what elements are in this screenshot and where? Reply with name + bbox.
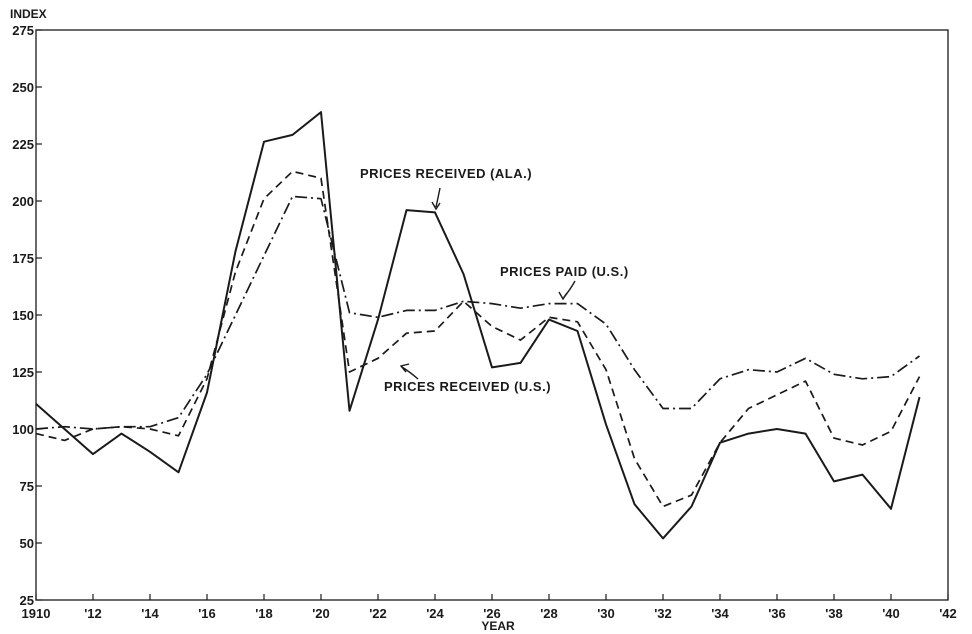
y-tick-label: 200 — [12, 194, 34, 209]
y-tick-label: 75 — [20, 479, 34, 494]
annotation-prices-received-ala: PRICES RECEIVED (ALA.) — [360, 166, 532, 181]
x-tick-label: '26 — [483, 606, 501, 621]
x-tick-label: '22 — [369, 606, 387, 621]
series-line-prices-paid-us — [36, 196, 920, 429]
x-tick-label: '34 — [711, 606, 729, 621]
y-tick-label: 250 — [12, 80, 34, 95]
y-tick-label: 125 — [12, 365, 34, 380]
x-tick-label: 1910 — [22, 606, 51, 621]
annotations: PRICES RECEIVED (ALA.) PRICES PAID (U.S.)… — [360, 166, 629, 394]
x-tick-label: '32 — [654, 606, 672, 621]
x-tick-label: '18 — [255, 606, 273, 621]
y-tick-label: 150 — [12, 308, 34, 323]
x-tick-label: '36 — [768, 606, 786, 621]
x-tick-label: '28 — [540, 606, 558, 621]
x-tick-label: '38 — [825, 606, 843, 621]
x-tick-label: '16 — [198, 606, 216, 621]
annotation-arrowhead — [559, 292, 567, 299]
y-tick-label: 100 — [12, 422, 34, 437]
x-tick-label: '40 — [882, 606, 900, 621]
y-tick-label: 50 — [20, 536, 34, 551]
y-tick-label: 275 — [12, 23, 34, 38]
x-tick-label: '12 — [84, 606, 102, 621]
y-axis-title: INDEX — [10, 7, 47, 21]
x-tick-label: '30 — [597, 606, 615, 621]
axis-ticks: 2550751001251501752002252502751910'12'14… — [12, 23, 956, 621]
series-line-prices-received-us — [36, 171, 920, 506]
annotation-prices-paid-us: PRICES PAID (U.S.) — [500, 264, 629, 279]
annotation-prices-received-us: PRICES RECEIVED (U.S.) — [384, 379, 551, 394]
x-tick-label: '14 — [141, 606, 159, 621]
y-tick-label: 225 — [12, 137, 34, 152]
x-axis-title: YEAR — [481, 619, 515, 633]
x-tick-label: '24 — [426, 606, 444, 621]
annotation-arrow — [402, 367, 418, 379]
plot-frame — [36, 30, 948, 600]
y-tick-label: 175 — [12, 251, 34, 266]
x-tick-label: '42 — [939, 606, 957, 621]
x-tick-label: '20 — [312, 606, 330, 621]
